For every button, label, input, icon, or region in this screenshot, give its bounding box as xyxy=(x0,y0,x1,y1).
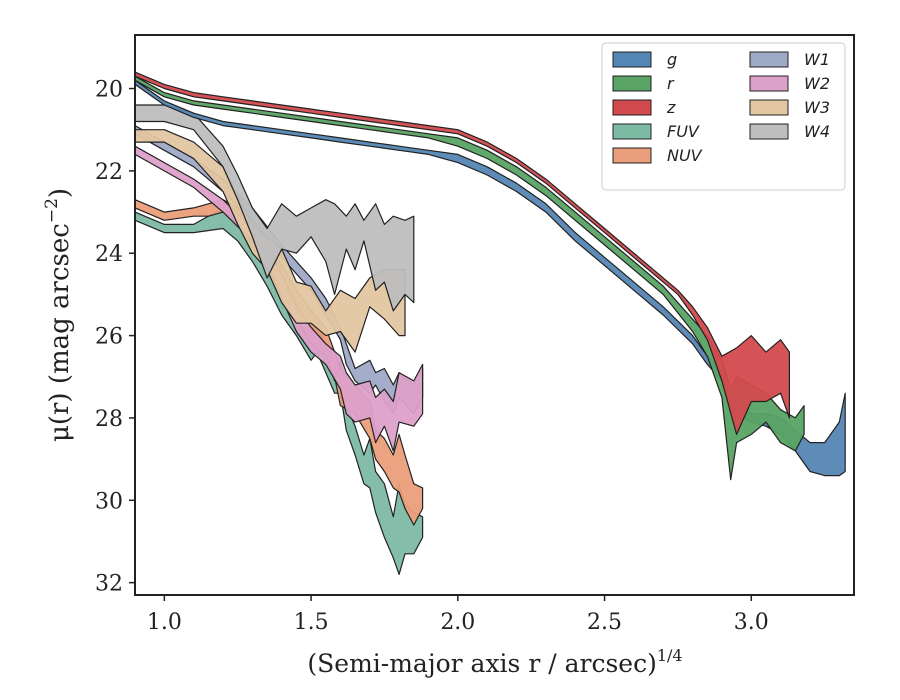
y-tick-label: 28 xyxy=(95,407,123,432)
legend-label-r: r xyxy=(667,74,675,93)
series-layer xyxy=(134,71,846,575)
series-band-z xyxy=(134,71,790,435)
legend-label-w2: W2 xyxy=(804,74,830,93)
x-tick-label: 3.0 xyxy=(734,610,769,635)
legend-label-w1: W1 xyxy=(804,50,830,69)
legend-label-w4: W4 xyxy=(804,122,830,141)
legend-swatch-w3 xyxy=(749,99,789,116)
y-axis-title-text: μ(r) (mag arcsec xyxy=(45,223,75,442)
y-axis-ticks: 20 22 24 26 28 30 32 xyxy=(95,78,135,597)
legend-swatch-w4 xyxy=(749,123,789,140)
x-axis-ticks: 1.0 1.5 2.0 2.5 3.0 xyxy=(147,595,769,635)
x-axis-title: (Semi-major axis r / arcsec)1/4 xyxy=(307,646,682,678)
y-tick-label: 22 xyxy=(95,160,123,185)
x-tick-label: 2.0 xyxy=(440,610,475,635)
legend-label-nuv: NUV xyxy=(667,146,703,165)
x-tick-label: 1.0 xyxy=(147,610,182,635)
x-axis-title-text: (Semi-major axis r / arcsec) xyxy=(307,649,656,678)
series-band-w4 xyxy=(134,104,415,312)
y-axis-title-exponent: −2 xyxy=(42,198,62,223)
y-axis-title: μ(r) (mag arcsec−2) xyxy=(42,188,75,442)
axes-layer xyxy=(134,34,855,596)
y-tick-label: 26 xyxy=(95,325,123,350)
legend-label-fuv: FUV xyxy=(667,122,700,141)
legend-swatch-z xyxy=(612,99,652,116)
y-tick-label: 30 xyxy=(95,489,123,514)
x-tick-label: 1.5 xyxy=(294,610,329,635)
legend-swatch-w1 xyxy=(749,51,789,68)
legend-swatch-nuv xyxy=(612,147,652,164)
legend-label-g: g xyxy=(667,50,677,69)
legend-swatch-fuv xyxy=(612,123,652,140)
series-band-g xyxy=(134,79,846,477)
x-tick-label: 2.5 xyxy=(587,610,622,635)
legend-label-w3: W3 xyxy=(804,98,830,117)
y-tick-label: 24 xyxy=(95,242,123,267)
plot-frame xyxy=(134,34,855,596)
legend-items: grz FUV NUV W1 W2 W3 W4 xyxy=(612,50,830,165)
y-tick-label: 32 xyxy=(95,572,123,597)
legend-swatch-r xyxy=(612,75,652,92)
legend-swatch-w2 xyxy=(749,75,789,92)
y-axis-title-close: ) xyxy=(45,188,75,198)
legend-swatch-g xyxy=(612,51,652,68)
series-band-r xyxy=(134,75,805,481)
legend: grz FUV NUV W1 W2 W3 W4 xyxy=(601,42,846,191)
legend-label-z: z xyxy=(666,98,676,117)
x-axis-title-exponent: 1/4 xyxy=(657,646,683,665)
y-tick-label: 20 xyxy=(95,78,123,103)
